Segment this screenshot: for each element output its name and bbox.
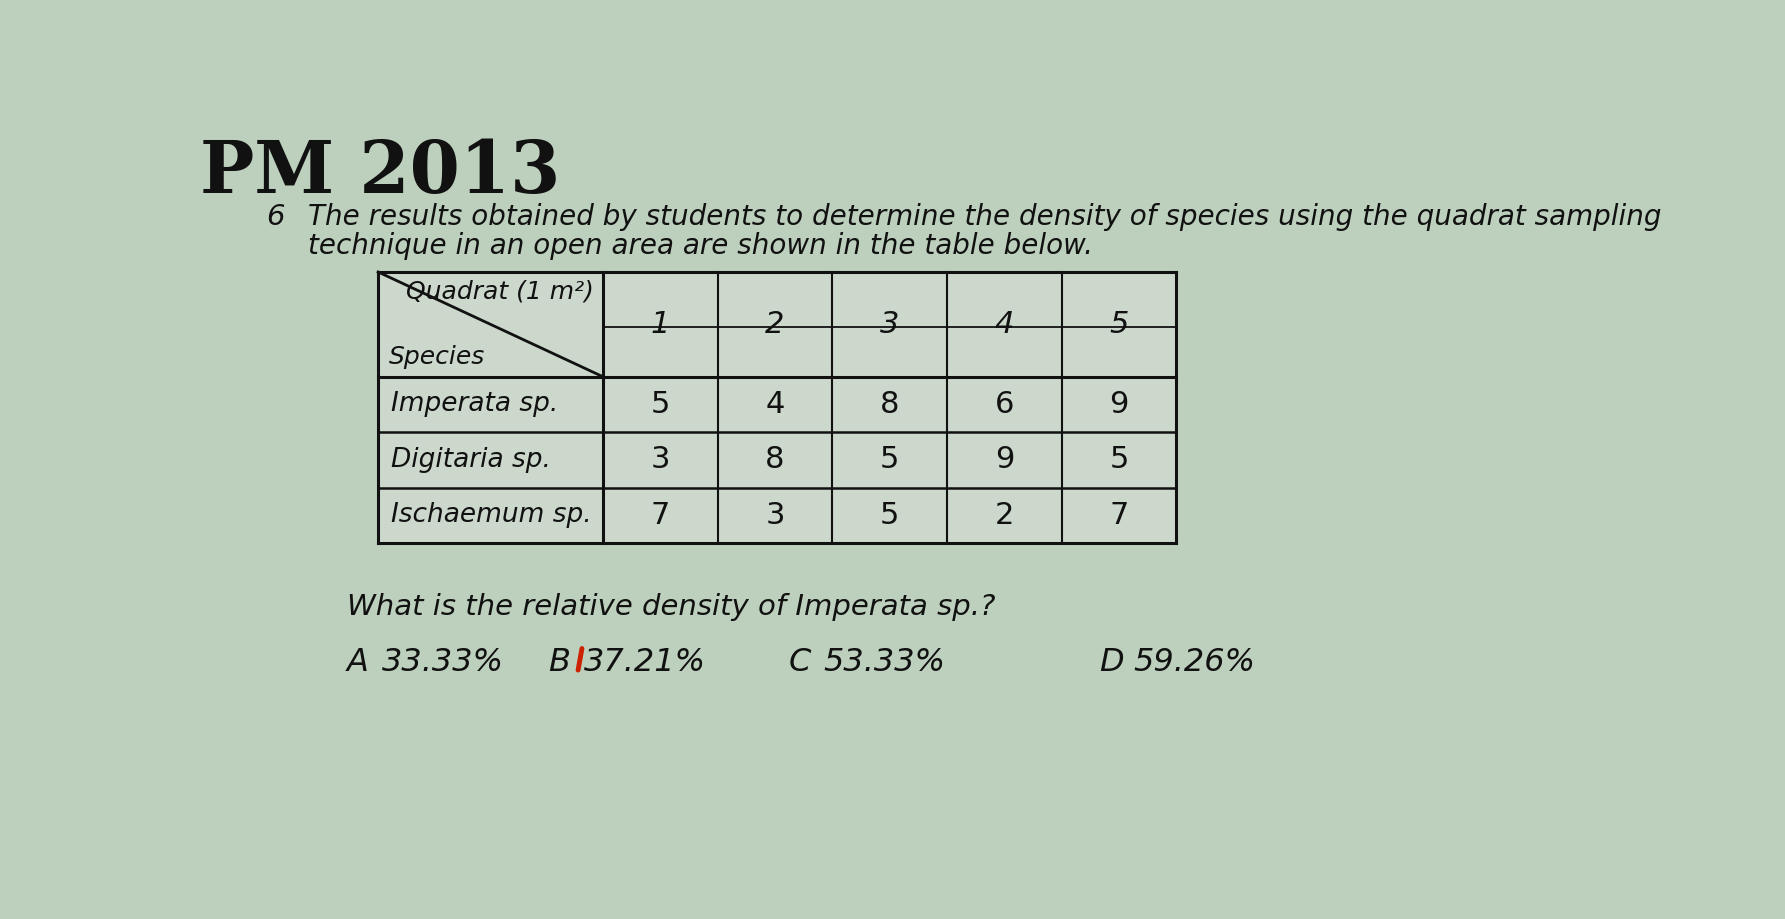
Text: 1: 1 <box>650 310 669 339</box>
Text: 3: 3 <box>650 446 669 474</box>
Text: C: C <box>789 647 810 678</box>
Text: 53.33%: 53.33% <box>823 647 946 678</box>
Text: 6: 6 <box>994 390 1014 419</box>
Text: 8: 8 <box>880 390 900 419</box>
Text: 9: 9 <box>994 446 1014 474</box>
Text: 5: 5 <box>1108 446 1128 474</box>
Text: 59.26%: 59.26% <box>1133 647 1257 678</box>
Text: Ischaemum sp.: Ischaemum sp. <box>391 503 591 528</box>
Text: Quadrat (1 m²): Quadrat (1 m²) <box>405 279 594 303</box>
Text: Digitaria sp.: Digitaria sp. <box>391 447 550 473</box>
Text: 33.33%: 33.33% <box>382 647 503 678</box>
Text: PM 2013: PM 2013 <box>200 137 560 209</box>
Text: A: A <box>346 647 369 678</box>
Text: 5: 5 <box>880 501 900 529</box>
Text: 2: 2 <box>766 310 785 339</box>
Text: 3: 3 <box>766 501 785 529</box>
Bar <box>378 272 1176 543</box>
Text: technique in an open area are shown in the table below.: technique in an open area are shown in t… <box>309 232 1094 260</box>
Text: 2: 2 <box>994 501 1014 529</box>
Text: 7: 7 <box>650 501 669 529</box>
Text: 4: 4 <box>994 310 1014 339</box>
Text: 6: 6 <box>266 203 284 231</box>
Text: 5: 5 <box>650 390 669 419</box>
Text: 7: 7 <box>1108 501 1128 529</box>
Text: D: D <box>1100 647 1123 678</box>
Text: B: B <box>548 647 571 678</box>
Text: 9: 9 <box>1108 390 1128 419</box>
Text: Imperata sp.: Imperata sp. <box>391 391 557 417</box>
Text: The results obtained by students to determine the density of species using the q: The results obtained by students to dete… <box>309 203 1662 231</box>
Text: What is the relative density of Imperata sp.?: What is the relative density of Imperata… <box>346 593 996 621</box>
Text: 8: 8 <box>766 446 785 474</box>
Text: 5: 5 <box>880 446 900 474</box>
Text: 3: 3 <box>880 310 900 339</box>
Text: 4: 4 <box>766 390 785 419</box>
Text: 5: 5 <box>1108 310 1128 339</box>
Text: Species: Species <box>389 345 486 369</box>
Text: 37.21%: 37.21% <box>584 647 705 678</box>
